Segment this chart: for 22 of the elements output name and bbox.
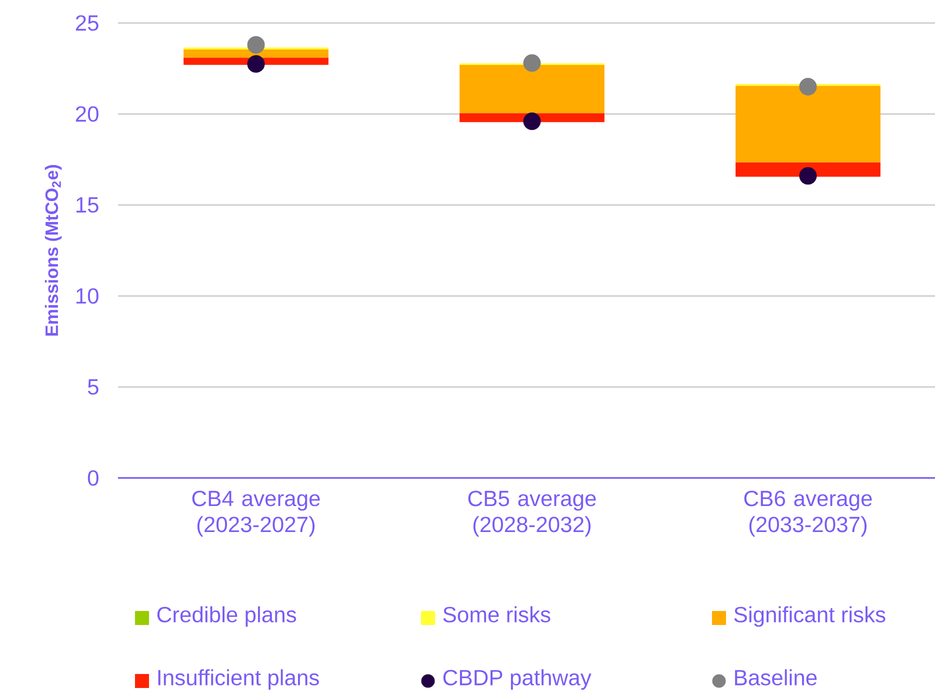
legend-label: CBDP pathway xyxy=(443,669,592,690)
point xyxy=(247,36,265,54)
y-tick-label: 5 xyxy=(88,379,98,395)
x-tick-label: CB5 average (2028-2032) xyxy=(468,490,596,537)
point xyxy=(523,54,541,72)
x-tick-label: CB4 average (2023-2027) xyxy=(192,490,320,537)
point xyxy=(523,112,541,130)
legend-label: Significant risks xyxy=(734,606,886,627)
legend-label: Some risks xyxy=(443,606,550,622)
legend-label: Insufficient plans xyxy=(158,669,319,690)
y-tick-label: 20 xyxy=(76,106,98,122)
y-tick-label: 15 xyxy=(76,197,98,213)
y-tick-label: 10 xyxy=(76,288,98,304)
legend-label: Baseline xyxy=(735,669,817,686)
point xyxy=(247,55,265,73)
point xyxy=(799,78,817,96)
point xyxy=(799,167,817,185)
y-axis-title: Emissions (MtCO$_{2}$e) xyxy=(44,165,62,336)
y-tick-label: 25 xyxy=(76,15,98,31)
legend-label: Credible plans xyxy=(157,606,296,627)
x-tick-label: CB6 average (2033-2037) xyxy=(744,490,872,537)
y-tick-label: 0 xyxy=(88,470,98,486)
